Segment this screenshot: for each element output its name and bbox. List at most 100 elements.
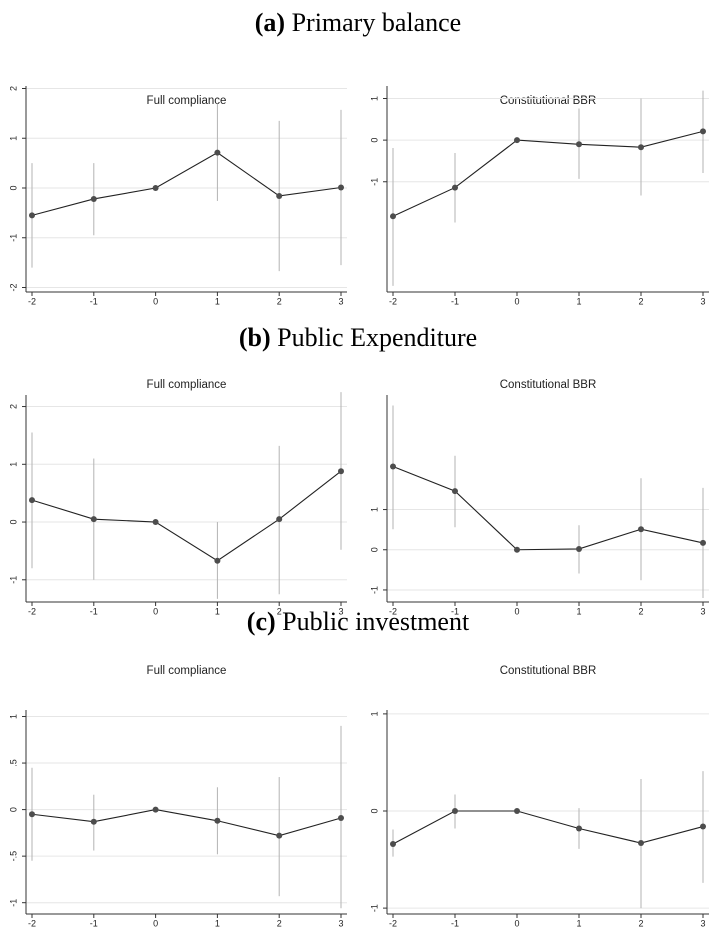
point [514,546,520,553]
x-tick-label: 0 [153,296,158,306]
x-tick-label: 3 [700,918,705,928]
x-tick-label: 3 [700,296,705,306]
y-tick-label: 0 [8,185,18,190]
point [214,557,221,564]
x-tick-label: 0 [514,606,519,616]
x-tick-label: -2 [28,606,36,616]
y-tick-label: -1 [8,899,18,907]
y-tick-label: 0 [369,138,379,143]
y-tick-label: -1 [369,586,379,594]
point [390,213,396,220]
series-line [31,809,342,837]
point [214,817,221,824]
x-tick-label: -2 [389,606,397,616]
x-tick-label: 2 [277,296,282,306]
point [152,806,159,813]
series-line [392,466,704,551]
section-heading: (c) Public investment [247,607,470,636]
point [638,144,644,151]
section-letter: (b) [239,323,271,352]
series-line [31,470,342,562]
y-tick-label: -1 [8,576,18,584]
point [29,497,35,504]
x-tick-label: 3 [700,606,705,616]
point [338,468,344,475]
point [152,519,159,526]
y-tick-label: -1 [369,178,379,186]
section-heading: (b) Public Expenditure [239,323,477,352]
x-tick-label: -1 [451,918,459,928]
x-tick-label: -1 [90,918,98,928]
panel: Constitutional BBR -1 0 1 -2 -1 0 1 2 3 [369,665,709,928]
section-heading: (a) Primary balance [255,8,461,37]
point [152,185,159,191]
series-line [31,152,342,216]
point [390,841,396,848]
chart-title: Constitutional BBR [500,95,597,107]
y-tick-label: 1 [8,462,18,467]
chart-title: Full compliance [147,95,227,107]
point [576,545,582,552]
x-tick-label: 0 [514,296,519,306]
x-tick-label: 2 [638,606,643,616]
x-tick-label: 1 [215,606,220,616]
series-line [392,130,704,217]
x-tick-label: 1 [576,918,581,928]
y-tick-label: .5 [8,759,18,767]
point [90,195,97,202]
point [638,526,644,533]
x-tick-label: 3 [338,296,343,306]
point [700,823,706,830]
y-tick-label: 2 [8,404,18,409]
x-tick-label: 1 [215,918,220,928]
x-tick-label: 0 [153,918,158,928]
x-tick-label: -2 [28,918,36,928]
point [338,814,344,821]
point [700,539,706,546]
panel: Full compliance -2 -1 0 1 2 -2 -1 0 1 2 3 [8,86,347,306]
x-tick-label: 1 [576,606,581,616]
point [452,184,458,191]
point [700,128,706,135]
section-letter: (a) [255,8,285,37]
x-tick-label: 2 [638,296,643,306]
x-tick-label: -1 [90,296,98,306]
y-tick-label: 2 [8,86,18,91]
point [514,137,520,144]
x-tick-label: 3 [338,606,343,616]
point [576,141,582,148]
y-tick-label: 1 [369,711,379,716]
point [29,212,35,219]
section-title: Public investment [282,607,470,636]
panel: Full compliance -1 -.5 0 .5 1 -2 -1 0 1 2 3 [8,665,347,928]
y-tick-label: 0 [369,547,379,552]
x-tick-label: -1 [451,296,459,306]
y-tick-label: -1 [8,234,18,242]
point [90,516,97,523]
x-tick-label: 0 [514,918,519,928]
panel: Full compliance -1 0 1 2 -2 -1 0 1 2 3 [8,379,347,616]
point [514,808,520,814]
x-tick-label: 2 [638,918,643,928]
point [390,463,396,470]
panel: Constitutional BBR -1 0 1 -2 -1 0 1 2 3 [369,86,709,306]
panel: Constitutional BBR -1 0 1 -2 -1 0 1 2 3 [369,379,709,616]
y-tick-label: -.5 [8,851,18,862]
x-tick-label: -2 [389,296,397,306]
x-tick-label: 0 [153,606,158,616]
chart-title: Constitutional BBR [500,379,597,391]
x-tick-label: 3 [338,918,343,928]
point [638,840,644,847]
x-tick-label: 2 [277,606,282,616]
point [276,832,283,839]
point [276,192,283,199]
y-tick-label: 0 [8,520,18,525]
y-tick-label: -1 [369,904,379,912]
series-line [392,810,704,845]
y-tick-label: -2 [8,284,18,292]
x-tick-label: 2 [277,918,282,928]
section-title: Public Expenditure [277,323,477,352]
point [90,818,97,825]
x-tick-label: 1 [215,296,220,306]
